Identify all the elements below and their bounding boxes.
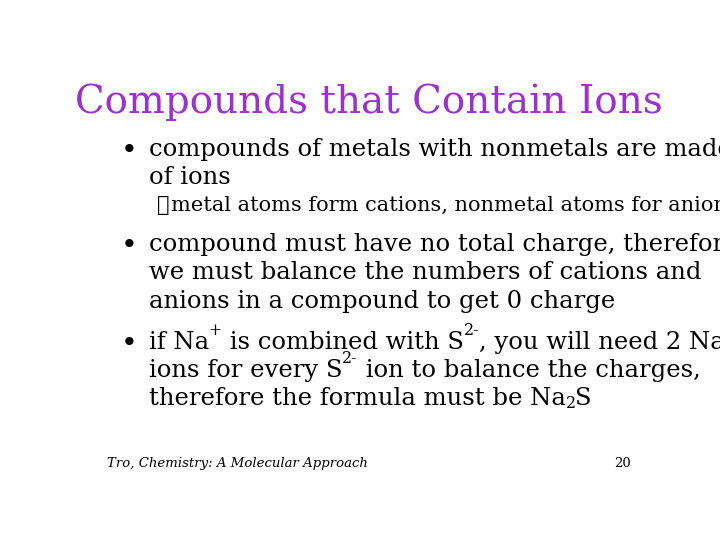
Text: , you will need 2 Na: , you will need 2 Na [480, 331, 720, 354]
Text: ions for every S: ions for every S [148, 359, 342, 382]
Text: •: • [121, 138, 138, 165]
Text: 2: 2 [565, 395, 575, 412]
Text: Compounds that Contain Ions: Compounds that Contain Ions [75, 84, 663, 121]
Text: •: • [121, 331, 138, 358]
Text: metal atoms form cations, nonmetal atoms for anions: metal atoms form cations, nonmetal atoms… [171, 195, 720, 214]
Text: compound must have no total charge, therefore: compound must have no total charge, ther… [148, 233, 720, 256]
Text: therefore the formula must be Na: therefore the formula must be Na [148, 388, 565, 410]
Text: compounds of metals with nonmetals are made: compounds of metals with nonmetals are m… [148, 138, 720, 160]
Text: S: S [575, 388, 592, 410]
Text: anions in a compound to get 0 charge: anions in a compound to get 0 charge [148, 290, 615, 313]
Text: we must balance the numbers of cations and: we must balance the numbers of cations a… [148, 261, 701, 285]
Text: is combined with S: is combined with S [222, 331, 464, 354]
Text: 20: 20 [614, 457, 631, 470]
Text: ion to balance the charges,: ion to balance the charges, [358, 359, 701, 382]
Text: 2-: 2- [342, 350, 358, 367]
Text: if Na: if Na [148, 331, 209, 354]
Text: of ions: of ions [148, 166, 230, 189]
Text: ✓: ✓ [157, 195, 169, 214]
Text: 2-: 2- [464, 322, 480, 339]
Text: +: + [209, 322, 222, 339]
Text: •: • [121, 233, 138, 260]
Text: Tro, Chemistry: A Molecular Approach: Tro, Chemistry: A Molecular Approach [107, 457, 368, 470]
